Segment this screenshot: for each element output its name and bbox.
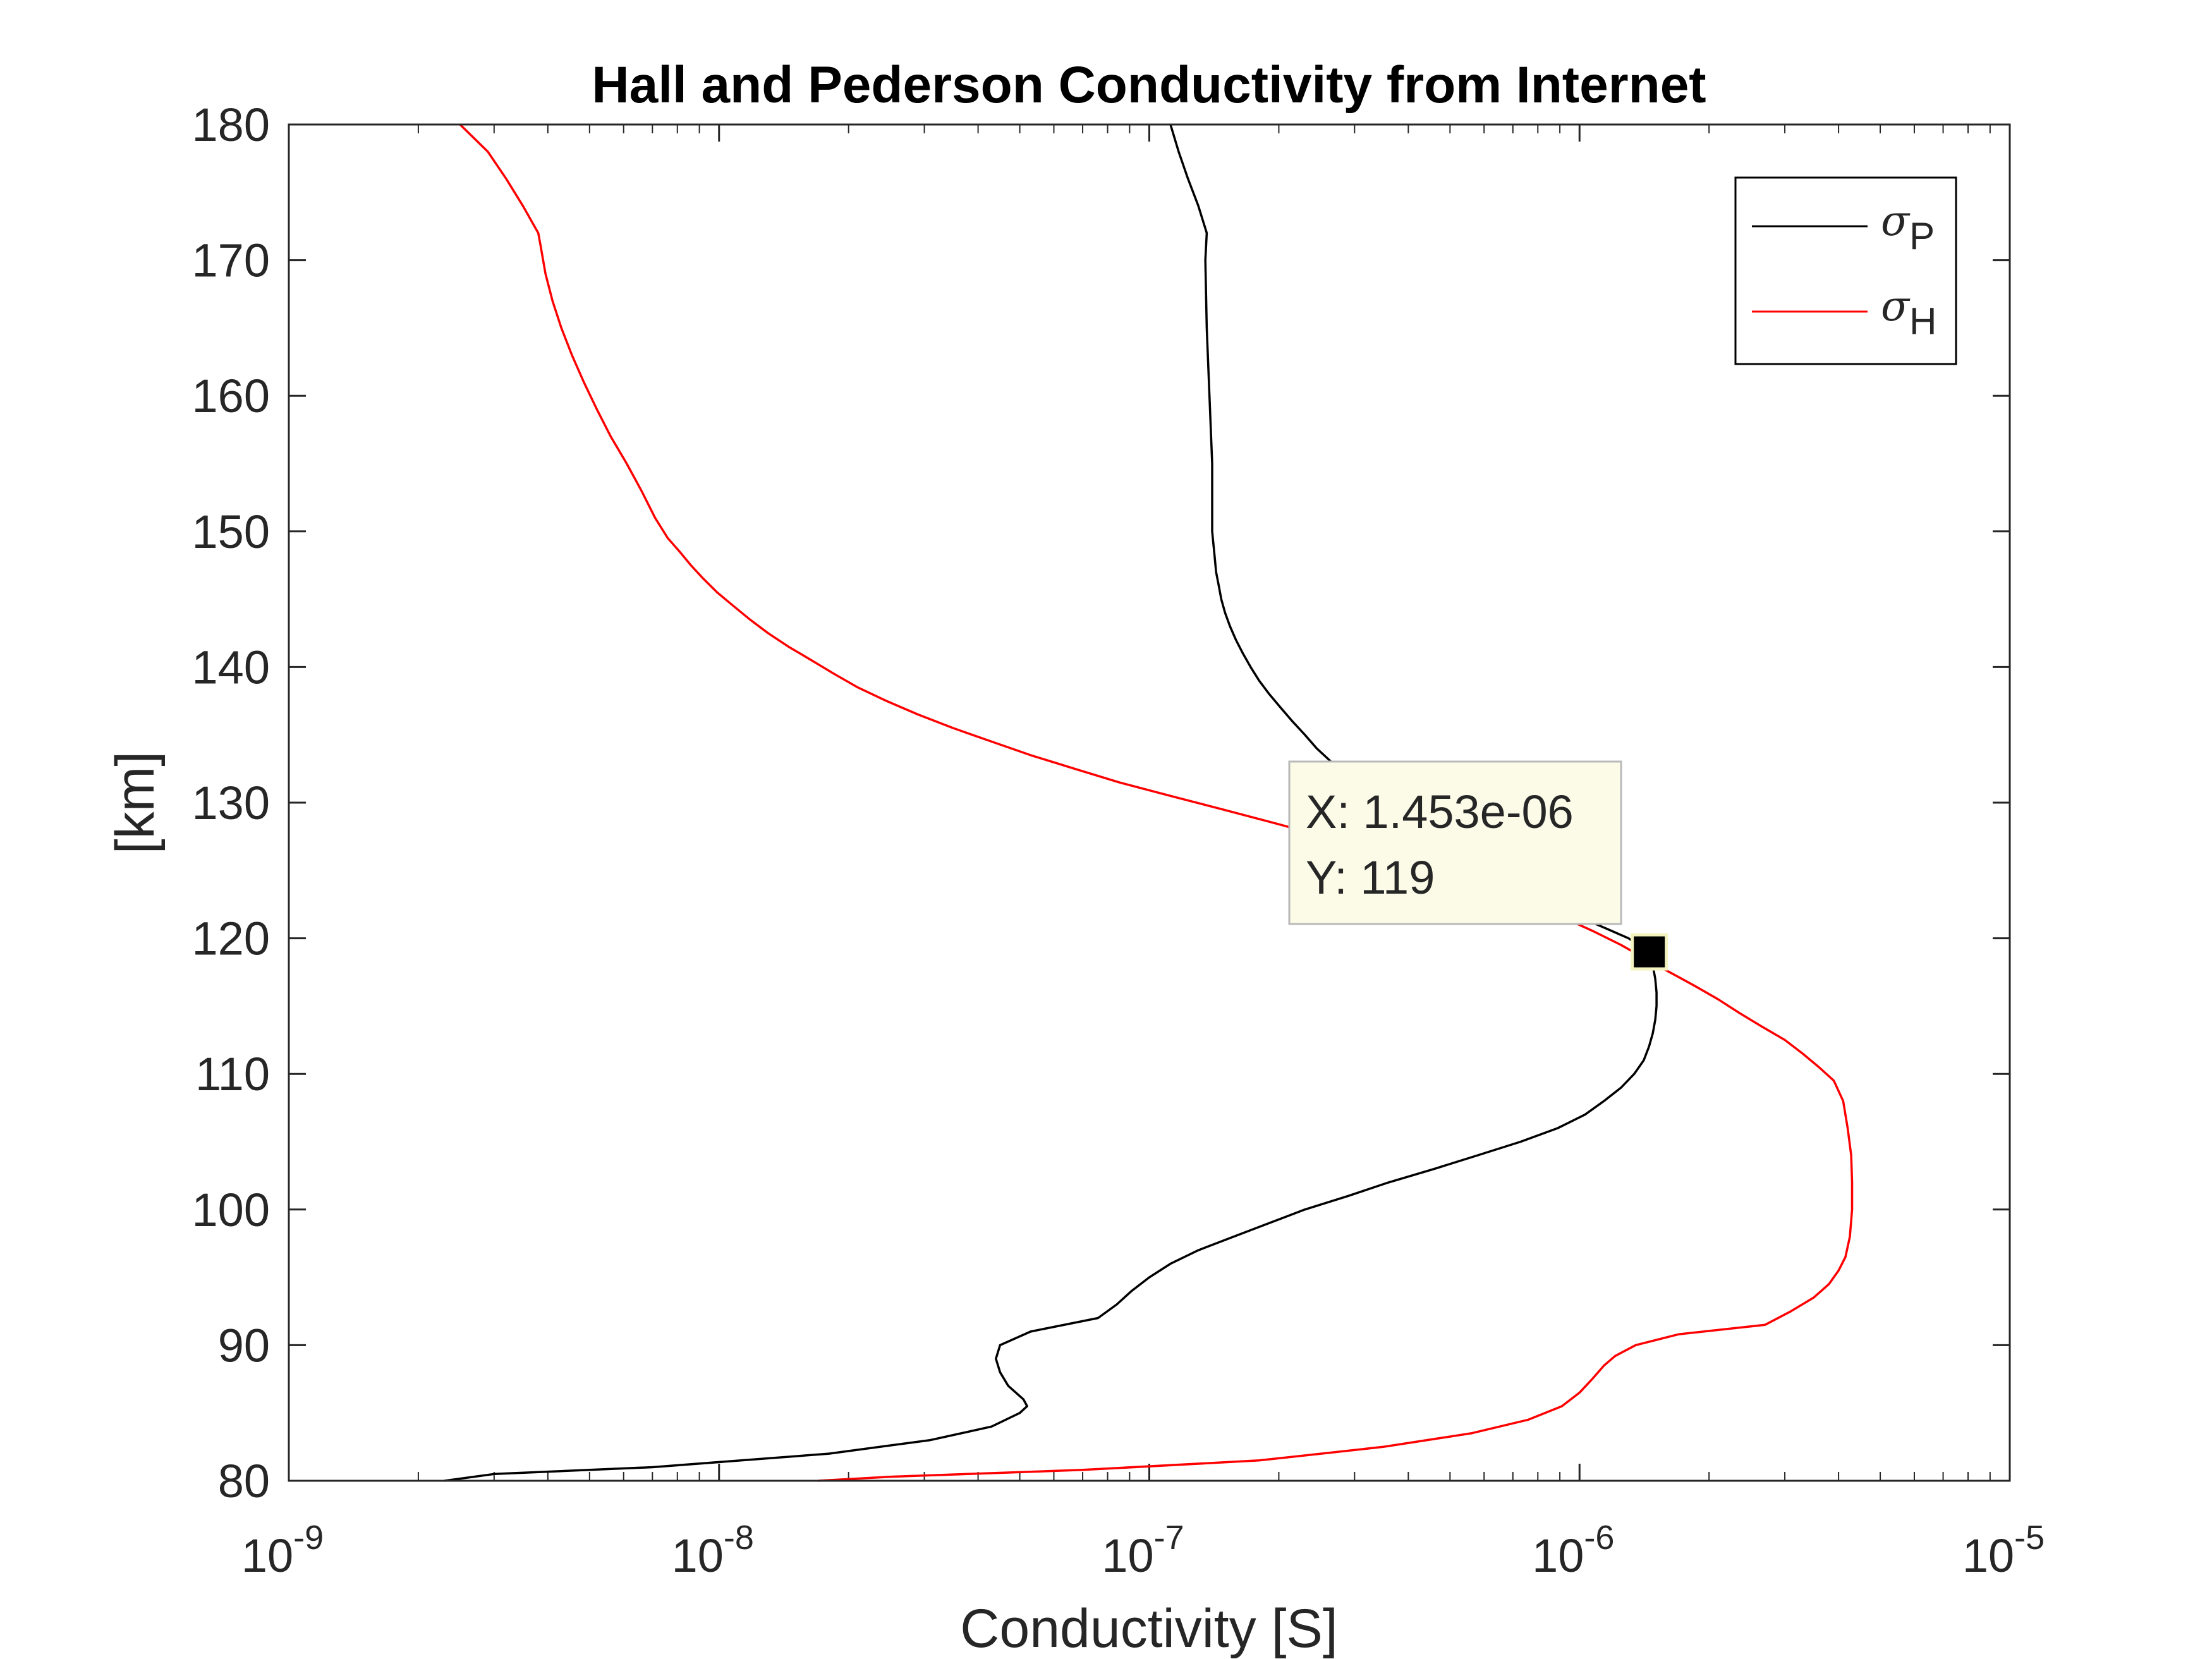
datatip-y-text: Y: 119 bbox=[1306, 851, 1435, 904]
x-tick-label: 10-8 bbox=[672, 1519, 754, 1582]
datatip-box bbox=[1288, 760, 1622, 925]
datatip[interactable]: X: 1.453e-06 Y: 119 bbox=[1288, 760, 1668, 971]
legend: σP σH bbox=[1734, 176, 1957, 365]
x-tick-label: 10-9 bbox=[241, 1519, 324, 1582]
x-tick-exponent: -9 bbox=[293, 1519, 324, 1557]
x-ticks: 10-9 10-8 10-7 10-6 10-5 bbox=[241, 125, 2045, 1582]
plot-area bbox=[289, 125, 2010, 1481]
legend-subscript-h: H bbox=[1909, 300, 1936, 343]
x-tick-base: 10 bbox=[241, 1529, 293, 1582]
chart-title: Hall and Pederson Conductivity from Inte… bbox=[592, 56, 1706, 114]
y-tick-label: 120 bbox=[192, 913, 270, 965]
legend-label-sigma-p: σP bbox=[1881, 197, 1935, 257]
x-tick-base: 10 bbox=[1532, 1529, 1584, 1582]
x-tick-exponent: -6 bbox=[1584, 1519, 1614, 1557]
y-tick-label: 180 bbox=[192, 99, 270, 151]
legend-symbol-sigma-h: σ bbox=[1881, 282, 1911, 331]
y-tick-label: 140 bbox=[192, 641, 270, 693]
y-tick-label: 100 bbox=[192, 1184, 270, 1236]
datatip-x-text: X: 1.453e-06 bbox=[1306, 786, 1574, 838]
x-tick-exponent: -5 bbox=[2014, 1519, 2045, 1557]
y-tick-label: 150 bbox=[192, 506, 270, 558]
y-tick-label: 130 bbox=[192, 777, 270, 829]
axes-box bbox=[288, 123, 2011, 1482]
y-tick-label: 90 bbox=[218, 1319, 270, 1371]
datatip-marker[interactable] bbox=[1631, 933, 1668, 971]
y-ticks: 80 90 100 110 120 130 140 150 160 170 180 bbox=[192, 99, 2010, 1507]
x-axis-label: Conductivity [S] bbox=[960, 1598, 1337, 1659]
y-tick-label: 170 bbox=[192, 234, 270, 287]
legend-box bbox=[1734, 176, 1957, 365]
y-tick-label: 80 bbox=[218, 1455, 270, 1507]
legend-subscript-p: P bbox=[1909, 215, 1935, 257]
x-tick-exponent: -7 bbox=[1154, 1519, 1184, 1557]
y-axis-label: [km] bbox=[105, 751, 166, 854]
x-tick-label: 10-6 bbox=[1532, 1519, 1614, 1582]
x-tick-label: 10-5 bbox=[1962, 1519, 2045, 1582]
x-tick-base: 10 bbox=[1962, 1529, 2014, 1582]
x-tick-base: 10 bbox=[672, 1529, 724, 1582]
legend-symbol-sigma-p: σ bbox=[1881, 197, 1911, 245]
x-tick-exponent: -8 bbox=[724, 1519, 754, 1557]
y-tick-label: 110 bbox=[195, 1048, 270, 1100]
x-tick-base: 10 bbox=[1102, 1529, 1153, 1582]
x-tick-label: 10-7 bbox=[1102, 1519, 1184, 1582]
legend-label-sigma-h: σH bbox=[1881, 282, 1936, 343]
y-tick-label: 160 bbox=[192, 370, 270, 422]
